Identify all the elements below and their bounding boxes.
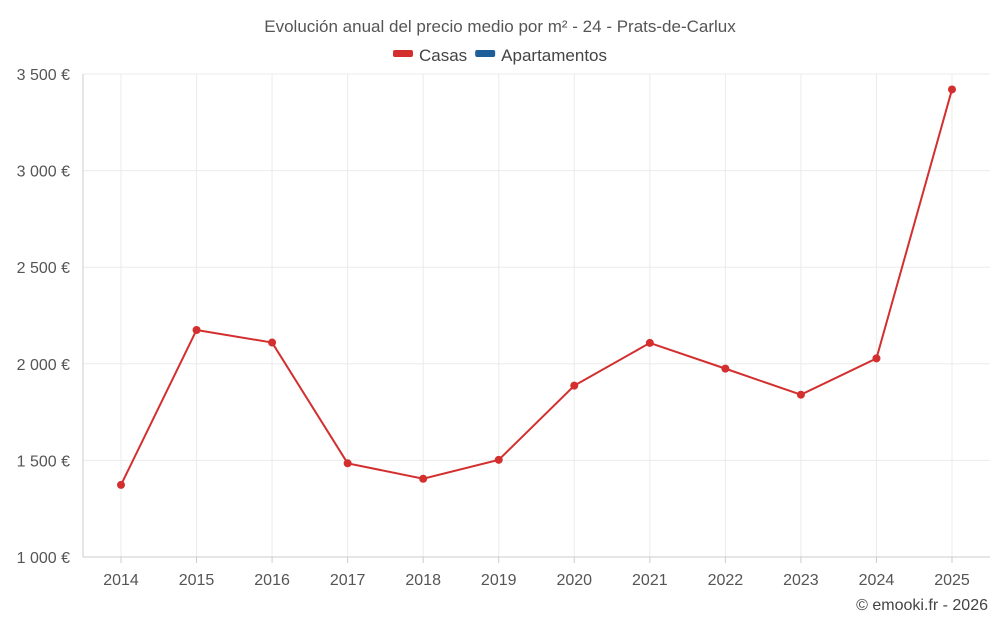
y-axis: 1 000 € 1 500 € 2 000 € 2 500 € 3 000 € 3 500… [17, 67, 70, 567]
x-axis: 2014 2015 2016 2017 2018 2019 2020 2021 2022 2023… [82, 74, 990, 589]
x-tick-label: 2019 [481, 572, 517, 589]
series-line-casas [120, 89, 953, 486]
y-tick-label: 1 500 € [17, 453, 70, 470]
legend-item-apartamentos[interactable]: Apartamentos [475, 46, 607, 65]
x-tick-label: 2016 [254, 572, 290, 589]
data-point[interactable] [570, 381, 579, 390]
data-point[interactable] [192, 325, 201, 334]
data-point[interactable] [872, 354, 881, 363]
x-tick-label: 2022 [708, 572, 744, 589]
y-tick-label: 3 500 € [17, 67, 70, 84]
x-tick-label: 2024 [859, 572, 895, 589]
x-tick-label: 2015 [179, 572, 215, 589]
legend-label: Apartamentos [501, 46, 607, 65]
x-tick-label: 2025 [934, 572, 970, 589]
data-point[interactable] [948, 85, 956, 94]
legend: Casas Apartamentos [392, 46, 607, 65]
data-point[interactable] [796, 390, 805, 399]
y-tick-label: 3 000 € [17, 164, 70, 181]
legend-swatch [392, 50, 413, 57]
y-tick-label: 2 000 € [17, 357, 70, 374]
y-tick-label: 2 500 € [17, 260, 70, 277]
data-point[interactable] [117, 480, 125, 489]
data-point[interactable] [721, 364, 730, 373]
grid [83, 73, 990, 558]
x-tick-label: 2020 [556, 572, 592, 589]
x-tick-label: 2018 [405, 572, 441, 589]
legend-item-casas[interactable]: Casas [392, 46, 467, 65]
data-point[interactable] [268, 338, 277, 347]
legend-swatch [475, 50, 496, 57]
legend-label: Casas [419, 46, 467, 65]
credit-text: © emooki.fr - 2026 [856, 597, 988, 614]
chart-title: Evolución anual del precio medio por m² … [264, 17, 736, 36]
data-point[interactable] [494, 455, 503, 464]
data-point[interactable] [343, 459, 352, 468]
data-point[interactable] [419, 474, 428, 483]
x-tick-label: 2021 [632, 572, 668, 589]
x-tick-label: 2014 [103, 572, 139, 589]
data-point[interactable] [645, 338, 654, 347]
x-tick-label: 2017 [330, 572, 366, 589]
y-tick-label: 1 000 € [17, 550, 70, 567]
series-layer [117, 85, 956, 489]
x-tick-label: 2023 [783, 572, 819, 589]
